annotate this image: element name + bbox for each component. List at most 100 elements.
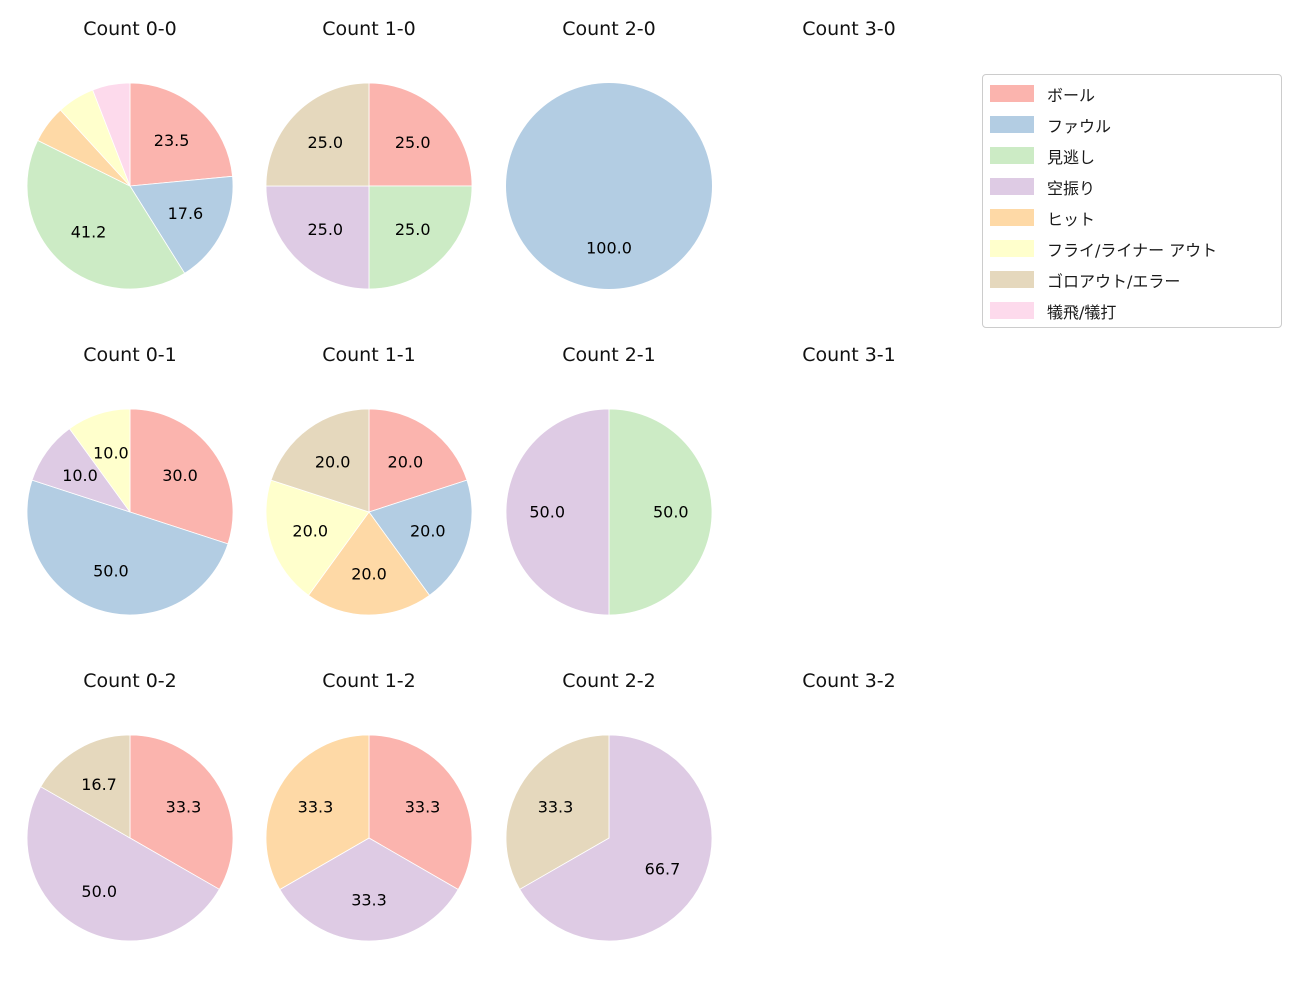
pie-svg: 50.0 50.0 (505, 408, 713, 616)
pie-percentage-label: 41.2 (71, 222, 107, 241)
pie-slice (505, 408, 610, 616)
chart-title-count-0-1: Count 0-1 (83, 344, 177, 366)
legend-label: ヒット (1047, 209, 1096, 229)
pie-percentage-label: 50.0 (653, 503, 689, 522)
legend-label: ボール (1047, 85, 1096, 105)
pie-percentage-label: 33.3 (166, 798, 202, 817)
pie-slice (505, 734, 610, 890)
legend: ボールファウル見逃し空振りヒットフライ/ライナー アウトゴロアウト/エラー 犠飛/… (982, 74, 1282, 328)
pie-percentage-label: 33.3 (351, 890, 387, 909)
legend-swatch (990, 271, 1034, 288)
pie-count-3-2 (744, 733, 954, 943)
pie-slice (92, 82, 131, 187)
pie-slice (129, 734, 234, 890)
pie-slice (368, 479, 473, 596)
pie-chart-count-3-2: Count 3-2 (729, 662, 969, 984)
legend-swatch (990, 178, 1034, 195)
pie-percentage-label: 25.0 (395, 133, 431, 152)
legend-item: 犠飛/犠打 (990, 295, 1274, 326)
pie-count-1-0: 25.0 25.0 25.0 25.0 (264, 81, 474, 291)
legend-swatch (990, 240, 1034, 257)
pie-chart-count-1-0: Count 1-0 25.0 25.0 25.0 25.0 (249, 10, 489, 332)
chart-title-count-3-0: Count 3-0 (802, 18, 896, 40)
pie-percentage-label: 16.7 (81, 775, 117, 794)
pie-percentage-label: 10.0 (93, 444, 129, 463)
legend-item: 見逃し (990, 140, 1274, 171)
legend-item: 空振り (990, 171, 1274, 202)
pie-slice (265, 82, 370, 187)
pie-count-3-0 (744, 81, 954, 291)
chart-title-count-1-1: Count 1-1 (322, 344, 416, 366)
pie-slice (265, 479, 370, 596)
chart-title-count-2-0: Count 2-0 (562, 18, 656, 40)
pie-percentage-label: 25.0 (395, 220, 431, 239)
pie-percentage-label: 23.5 (154, 131, 190, 150)
legend-swatch (990, 116, 1034, 133)
chart-title-count-0-2: Count 0-2 (83, 670, 177, 692)
chart-title-count-0-0: Count 0-0 (83, 18, 177, 40)
chart-title-count-1-0: Count 1-0 (322, 18, 416, 40)
pie-slice (308, 511, 430, 616)
pie-svg: 33.3 50.0 16.7 (26, 734, 234, 942)
pie-count-0-0: 23.5 17.6 41.2 (25, 81, 235, 291)
pie-chart-count-1-2: Count 1-2 33.3 33.3 33.3 (249, 662, 489, 984)
pie-slice (519, 734, 713, 942)
pie-slice (368, 82, 473, 187)
pie-chart-count-2-0: Count 2-0 100.0 (489, 10, 729, 332)
pie-svg: 100.0 (506, 83, 712, 289)
pie-svg: 30.0 50.0 10.0 10.0 (26, 408, 234, 616)
legend-item: ヒット (990, 202, 1274, 233)
pie-percentage-label: 33.3 (538, 798, 574, 817)
legend-label: 空振り (1047, 178, 1096, 198)
pie-slice (40, 734, 131, 839)
chart-title-count-2-2: Count 2-2 (562, 670, 656, 692)
pie-percentage-label: 100.0 (586, 238, 632, 257)
pie-slice (368, 408, 468, 513)
chart-title-count-2-1: Count 2-1 (562, 344, 656, 366)
pie-slice (608, 408, 713, 616)
pie-percentage-label: 17.6 (168, 204, 204, 223)
pie-slice (265, 185, 370, 290)
pie-slice (368, 185, 473, 290)
pie-slice (270, 408, 370, 513)
pie-count-2-1: 50.0 50.0 (504, 407, 714, 617)
pie-chart-count-0-2: Count 0-2 33.3 50.0 16.7 (10, 662, 250, 984)
pie-percentage-label: 33.3 (298, 798, 334, 817)
pie-slice (265, 734, 370, 890)
legend-label: フライ/ライナー アウト (1047, 240, 1218, 260)
pie-chart-count-2-2: Count 2-2 66.7 33.3 (489, 662, 729, 984)
pie-count-0-1: 30.0 50.0 10.0 10.0 (25, 407, 235, 617)
legend-item: ファウル (990, 109, 1274, 140)
pie-count-3-1 (744, 407, 954, 617)
legend-label: ファウル (1047, 116, 1112, 136)
chart-title-count-3-1: Count 3-1 (802, 344, 896, 366)
pie-slice (69, 408, 131, 513)
pie-percentage-label: 20.0 (388, 453, 424, 472)
chart-title-count-3-2: Count 3-2 (802, 670, 896, 692)
pie-slice (129, 175, 234, 274)
pie-slice (506, 83, 712, 289)
pie-slice (129, 82, 233, 187)
pie-svg: 33.3 33.3 33.3 (265, 734, 473, 942)
legend-item: ボール (990, 78, 1274, 109)
pie-percentage-label: 20.0 (410, 522, 446, 541)
pie-percentage-label: 10.0 (62, 466, 98, 485)
pie-percentage-label: 20.0 (315, 453, 351, 472)
legend-swatch (990, 209, 1034, 226)
pie-chart-count-0-0: Count 0-0 23.5 17.6 41.2 (10, 10, 250, 332)
legend-swatch (990, 302, 1034, 319)
legend-item: ゴロアウト/エラー (990, 264, 1274, 295)
legend-item: フライ/ライナー アウト (990, 233, 1274, 264)
pie-svg: 20.0 20.0 20.0 20.0 20.0 (265, 408, 473, 616)
pie-slice (26, 140, 186, 290)
pie-count-0-2: 33.3 50.0 16.7 (25, 733, 235, 943)
pie-percentage-label: 50.0 (529, 503, 565, 522)
pie-count-1-1: 20.0 20.0 20.0 20.0 20.0 (264, 407, 474, 617)
pie-chart-count-2-1: Count 2-1 50.0 50.0 (489, 336, 729, 658)
pie-percentage-label: 33.3 (405, 798, 441, 817)
legend-label: 見逃し (1047, 147, 1096, 167)
pie-count-1-2: 33.3 33.3 33.3 (264, 733, 474, 943)
pie-chart-count-1-1: Count 1-1 20.0 20.0 20.0 20.0 20.0 (249, 336, 489, 658)
pie-percentage-label: 30.0 (162, 466, 198, 485)
